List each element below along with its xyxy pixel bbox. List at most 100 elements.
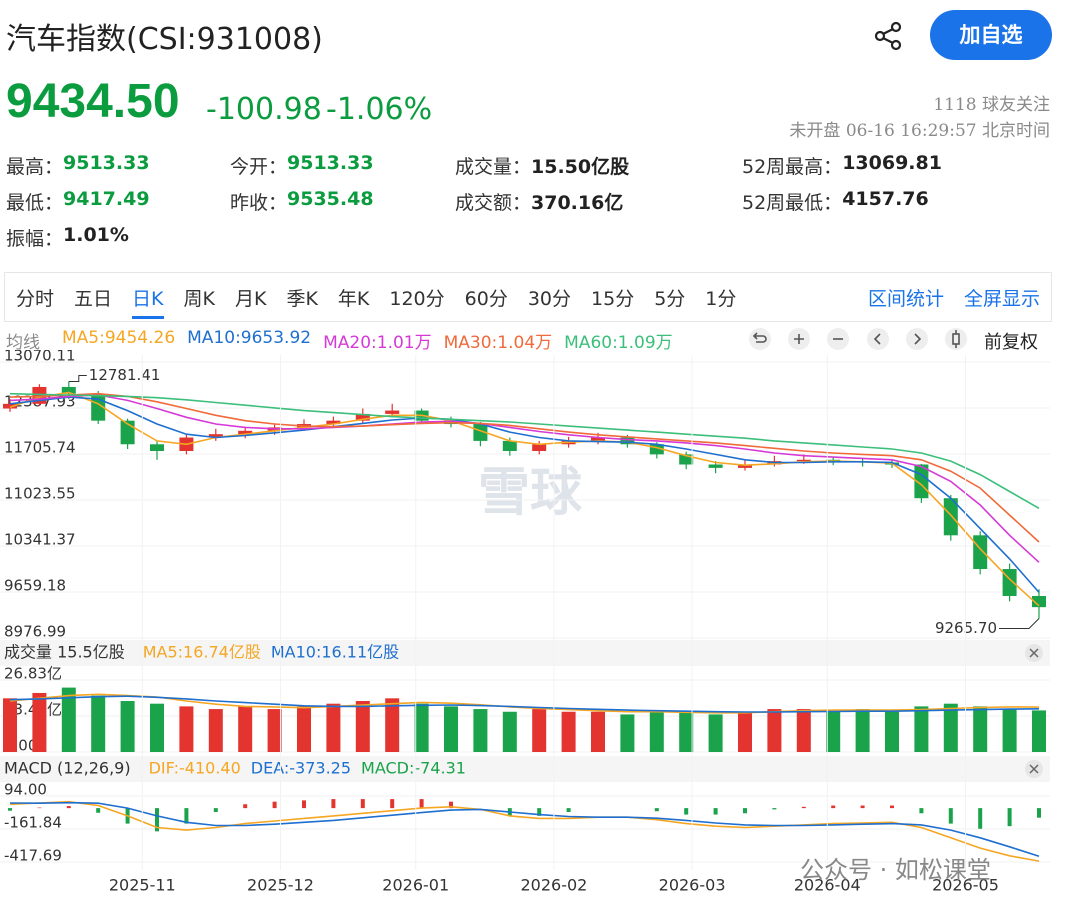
macd-bar <box>213 808 218 812</box>
price: 9434.50 <box>6 75 180 128</box>
tab[interactable]: 月K <box>234 288 267 310</box>
candle-body <box>502 440 517 452</box>
candle-body <box>150 444 164 452</box>
tab-right[interactable]: 全屏显示 <box>963 288 1040 310</box>
add-watchlist-button[interactable]: 加自选 <box>930 10 1052 60</box>
volume-bar <box>1002 709 1017 752</box>
volume-bar <box>414 703 429 752</box>
stat-value: 15.50亿股 <box>531 156 630 178</box>
tab-right[interactable]: 区间统计 <box>867 288 944 310</box>
macd-bar <box>948 808 953 824</box>
stat-value: 9417.49 <box>63 188 150 210</box>
y-tick-label: 10341.37 <box>4 530 76 548</box>
share-icon[interactable] <box>872 20 906 52</box>
indicator-line <box>9 392 1040 509</box>
macd-bar <box>831 805 836 809</box>
volume-bar <box>591 711 605 752</box>
candle-body <box>208 434 223 438</box>
x-tick-label: 2026-02 <box>520 876 587 895</box>
macd-bar <box>155 808 159 832</box>
adjust-mode[interactable]: 前复权 <box>984 332 1038 353</box>
x-tick-label: 2026-01 <box>382 876 449 895</box>
legend-item: DIF:-410.40 <box>149 759 241 778</box>
volume-bar <box>826 711 841 752</box>
tab[interactable]: 5分 <box>654 288 686 310</box>
low-pointer <box>999 618 1040 630</box>
macd-bar <box>772 808 777 810</box>
tab[interactable]: 年K <box>337 288 370 310</box>
macd-bar <box>96 808 101 813</box>
chart-tools <box>749 328 967 350</box>
macd-bar <box>272 801 277 809</box>
macd-bar <box>537 808 542 816</box>
macd-bar <box>566 808 571 812</box>
tab[interactable]: 1分 <box>705 288 737 310</box>
candle-body <box>326 420 341 425</box>
macd-bar <box>713 808 718 815</box>
volume-bar <box>473 709 488 752</box>
macd-bar <box>860 805 865 809</box>
ma-legend-item: MA10:9653.92 <box>187 328 312 348</box>
candle-body <box>943 498 958 536</box>
macd-bar <box>1037 808 1041 818</box>
stat-label: 振幅： <box>6 228 64 250</box>
macd-bar <box>331 799 336 809</box>
volume-bar <box>238 706 253 752</box>
x-tick-label: 2025-12 <box>247 876 314 895</box>
kline-chart: 雪球 13070.1112387.9311705.7411023.5510341… <box>0 350 1050 895</box>
tab[interactable]: 30分 <box>527 288 572 310</box>
volume-bar <box>855 709 870 752</box>
close-icon <box>1029 648 1039 658</box>
stat-label: 今开： <box>230 156 288 178</box>
volume-bar <box>532 709 547 752</box>
volume-bar <box>914 706 929 752</box>
tab[interactable]: 周K <box>183 288 215 310</box>
volume-bar <box>973 706 988 752</box>
followers: 1118 球友关注 <box>933 95 1050 115</box>
ma-legend-item: MA20:1.01万 <box>323 333 432 353</box>
tab[interactable]: 日K <box>132 288 164 310</box>
stat-value: 4157.76 <box>842 188 929 210</box>
volume-bar <box>179 706 194 752</box>
tab[interactable]: 120分 <box>389 288 445 310</box>
macd-bar <box>890 805 894 809</box>
volume-bar <box>943 703 958 752</box>
candle-body <box>738 464 752 468</box>
macd-bar <box>390 799 395 809</box>
tab[interactable]: 五日 <box>74 288 113 310</box>
stat-label: 最低： <box>6 192 64 214</box>
volume-bar <box>3 698 17 752</box>
y-tick-label: 13070.11 <box>4 350 76 365</box>
legend-item: DEA:-373.25 <box>251 759 351 778</box>
candle-body <box>3 403 17 409</box>
y-tick-label: 94.00 <box>4 781 47 799</box>
volume-bar <box>444 706 458 752</box>
volume-bar <box>708 714 723 752</box>
macd-bar <box>37 807 42 809</box>
volume-bar <box>32 692 47 752</box>
ma-legend: 均线 前复权 <box>0 328 1050 353</box>
volume-bar <box>61 687 76 752</box>
tab[interactable]: 15分 <box>591 288 635 310</box>
volume-bar <box>796 709 811 752</box>
stat-label: 最高： <box>6 156 64 178</box>
indicator-line <box>9 801 1040 858</box>
stat-value: 370.16亿 <box>531 192 624 214</box>
volume-bar <box>885 711 899 752</box>
volume-bar <box>91 695 106 752</box>
volume-bar <box>208 709 223 752</box>
candle-body <box>620 437 635 445</box>
volume-bar <box>738 711 752 752</box>
stat-value: 1.01% <box>63 224 129 246</box>
macd-bar <box>684 808 689 815</box>
candle-body <box>708 464 723 468</box>
tab[interactable]: 分时 <box>16 288 55 310</box>
legend-item: MACD:-74.31 <box>361 759 466 778</box>
indicator-line <box>9 392 1040 543</box>
volume-bar <box>767 709 782 752</box>
tab[interactable]: 季K <box>286 288 318 310</box>
watermark: 雪球 <box>478 463 583 523</box>
tab[interactable]: 60分 <box>464 288 508 310</box>
stat-value: 9513.33 <box>287 152 374 174</box>
